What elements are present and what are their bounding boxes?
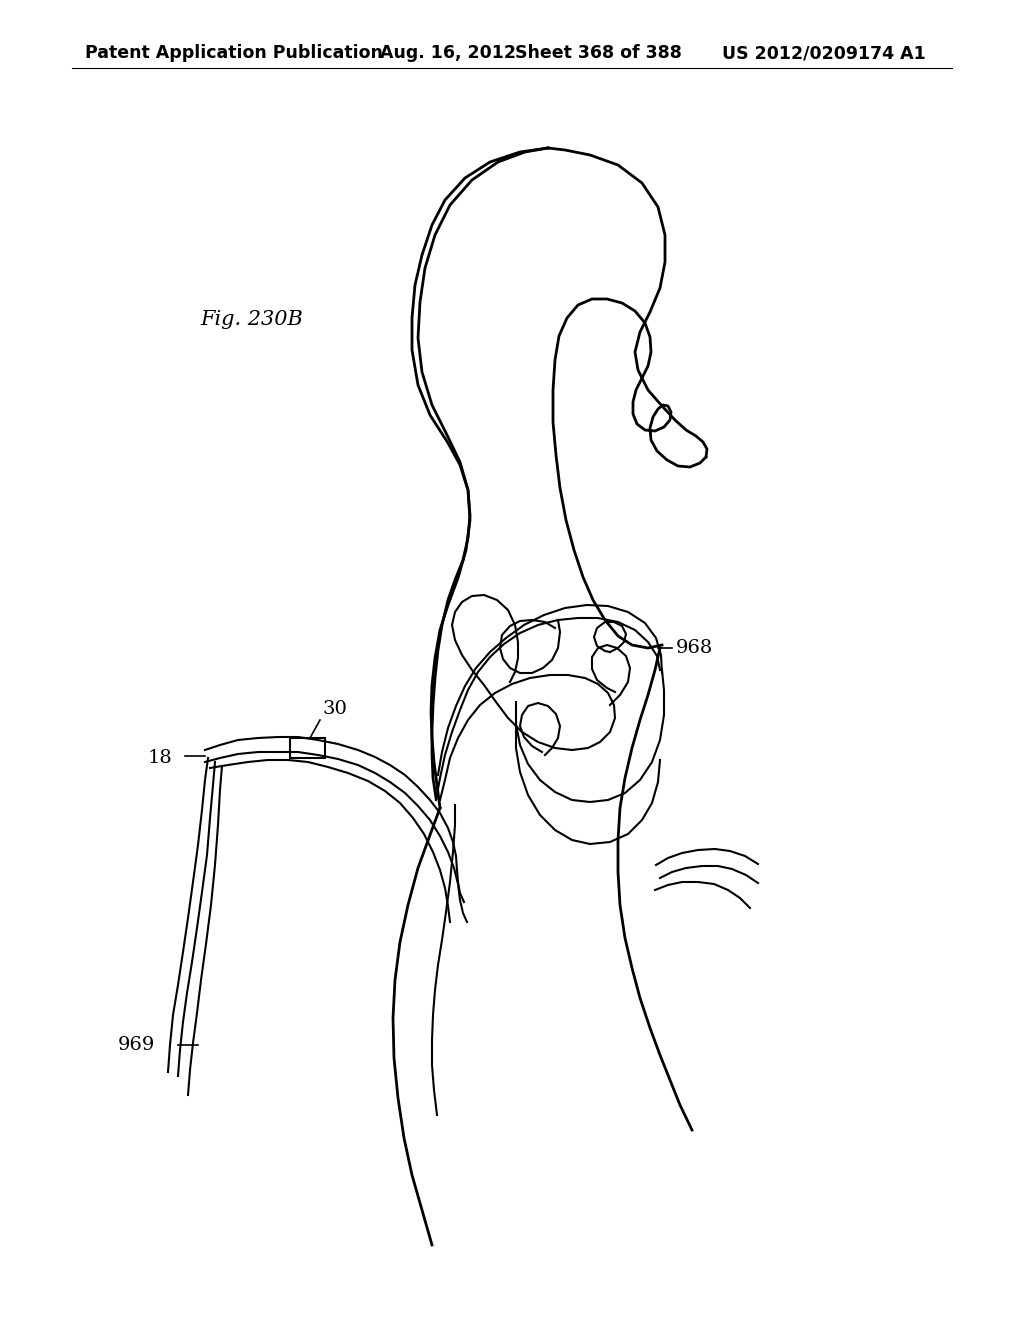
Text: 969: 969: [118, 1036, 155, 1053]
Bar: [290, 738, 325, 758]
Text: Sheet 368 of 388: Sheet 368 of 388: [515, 44, 682, 62]
Text: Fig. 230B: Fig. 230B: [200, 310, 303, 329]
Text: 968: 968: [676, 639, 714, 657]
Text: Aug. 16, 2012: Aug. 16, 2012: [380, 44, 516, 62]
Text: Patent Application Publication: Patent Application Publication: [85, 44, 383, 62]
Text: 18: 18: [147, 748, 172, 767]
Text: 30: 30: [322, 700, 347, 718]
Text: US 2012/0209174 A1: US 2012/0209174 A1: [722, 44, 926, 62]
